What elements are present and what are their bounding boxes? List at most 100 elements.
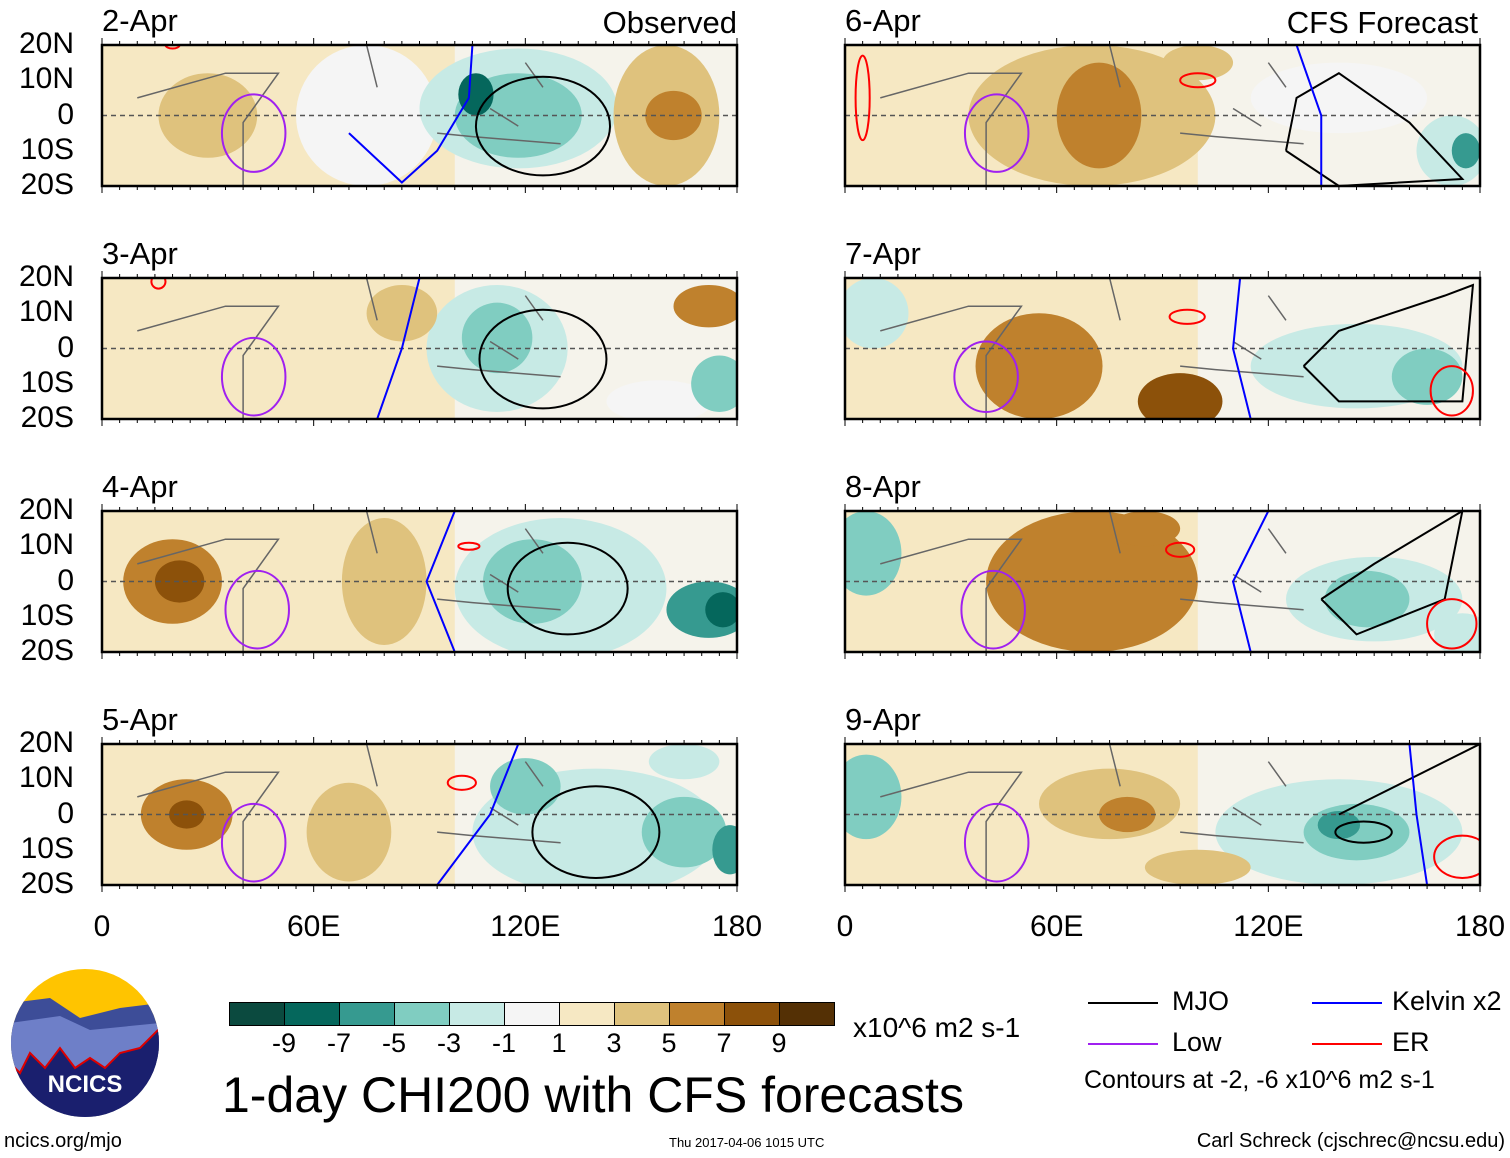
legend-line-er	[1312, 1043, 1382, 1045]
coastline	[137, 278, 561, 419]
panel-date: 3-Apr	[102, 236, 178, 271]
colorbar-swatch	[779, 1002, 835, 1026]
anomaly-region	[648, 744, 720, 780]
y-tick-label: 20N	[18, 726, 74, 759]
map-panel-4-Apr	[100, 504, 739, 659]
contour-low	[220, 336, 287, 417]
coastline	[880, 45, 1304, 186]
contour-er	[164, 45, 181, 50]
x-tick-label: 60E	[286, 910, 341, 943]
legend-line-kelvin	[1312, 1002, 1382, 1004]
contour-er	[446, 774, 477, 791]
colorbar-tick-label: -1	[491, 1028, 517, 1058]
anomaly-region	[712, 825, 737, 875]
y-tick-label: 20S	[20, 867, 74, 900]
column-label: CFS Forecast	[1286, 5, 1478, 40]
colorbar-units: x10^6 m2 s-1	[853, 1012, 1021, 1043]
contour-low	[960, 569, 1026, 650]
y-tick-label: 0	[57, 97, 74, 131]
anomaly-region	[1137, 373, 1223, 419]
anomaly-region	[1317, 810, 1361, 840]
map-panel-5-Apr	[100, 737, 739, 892]
y-tick-label: 10S	[20, 831, 74, 865]
contour-kelvin	[348, 45, 474, 184]
legend-label-mjo: MJO	[1172, 986, 1229, 1016]
x-tick-label: 0	[836, 910, 854, 943]
y-tick-label: 10S	[20, 365, 74, 399]
colorbar-tick-label: -7	[326, 1028, 352, 1058]
contour-er	[150, 278, 167, 290]
legend-line-mjo	[1088, 1002, 1158, 1004]
y-tick-label: 0	[57, 796, 74, 830]
map-panel-8-Apr	[843, 504, 1482, 659]
y-tick-label: 10N	[18, 62, 74, 96]
contour-mjo	[478, 308, 608, 410]
colorbar-swatch	[669, 1002, 725, 1026]
ncics-logo: NCICS	[11, 969, 159, 1117]
panel-date: 9-Apr	[845, 702, 921, 737]
legend-label-er: ER	[1392, 1027, 1430, 1057]
y-tick-label: 10S	[20, 132, 74, 166]
author: Carl Schreck (cjschrec@ncsu.edu)	[1196, 1130, 1505, 1152]
contour-er	[854, 54, 871, 142]
contour-er	[1429, 365, 1474, 417]
y-tick-label: 10N	[18, 528, 74, 562]
anomaly-region	[673, 285, 737, 328]
anomaly-region	[1109, 511, 1181, 547]
colorbar-swatch	[339, 1002, 395, 1026]
y-tick-label: 20N	[18, 27, 74, 60]
coastline	[137, 744, 561, 885]
contour-kelvin	[1232, 278, 1252, 419]
anomaly-region	[1324, 570, 1410, 628]
map-panel-2-Apr	[100, 38, 739, 193]
legend-label-low: Low	[1172, 1027, 1222, 1057]
colorbar-swatch	[229, 1002, 285, 1026]
contour-kelvin	[1231, 511, 1270, 652]
contour-er	[1165, 541, 1196, 558]
colorbar-tick-label: 5	[661, 1028, 677, 1058]
coastline	[880, 278, 1304, 419]
contour-low	[220, 93, 287, 173]
colorbar-swatch	[559, 1002, 615, 1026]
anomaly-region	[845, 754, 902, 840]
contour-er	[1179, 72, 1217, 89]
anomaly-region	[483, 539, 582, 624]
coastline	[880, 744, 1304, 885]
map-panel-3-Apr	[100, 271, 739, 426]
site-link[interactable]: ncics.org/mjo	[4, 1130, 122, 1152]
anomaly-region	[458, 73, 494, 116]
y-tick-label: 0	[57, 563, 74, 597]
x-tick-label: 120E	[1233, 910, 1304, 943]
anomaly-region	[1434, 613, 1480, 652]
contour-low	[963, 93, 1030, 173]
anomaly-region	[306, 782, 392, 882]
figure-title: 1-day CHI200 with CFS forecasts	[222, 1067, 964, 1123]
anomaly-region	[1250, 62, 1428, 134]
colorbar-tick-label: -3	[436, 1028, 462, 1058]
anomaly-region	[1391, 348, 1463, 405]
contour-er	[1426, 598, 1478, 650]
x-tick-label: 120E	[490, 910, 561, 943]
contour-mjo	[1320, 511, 1464, 636]
y-tick-label: 10S	[20, 598, 74, 632]
x-tick-label: 60E	[1029, 910, 1084, 943]
legend-label-kelvin: Kelvin x2	[1392, 986, 1502, 1016]
contour-mjo	[1284, 72, 1465, 186]
anomaly-region	[1162, 45, 1234, 81]
y-tick-label: 10N	[18, 295, 74, 329]
y-tick-label: 10N	[18, 761, 74, 795]
contour-kelvin	[436, 744, 520, 885]
y-tick-label: 20S	[20, 401, 74, 434]
contour-er	[457, 541, 481, 551]
contour-mjo	[531, 785, 661, 879]
x-tick-label: 180	[1454, 910, 1506, 943]
panel-date: 4-Apr	[102, 469, 178, 504]
anomaly-region	[1451, 133, 1480, 169]
map-panel-7-Apr	[843, 271, 1482, 426]
contour-kelvin	[1295, 45, 1323, 186]
colorbar-tick-label: 7	[716, 1028, 732, 1058]
contour-low	[953, 340, 1019, 413]
anomaly-region	[705, 592, 737, 628]
contour-kelvin	[1408, 744, 1429, 885]
